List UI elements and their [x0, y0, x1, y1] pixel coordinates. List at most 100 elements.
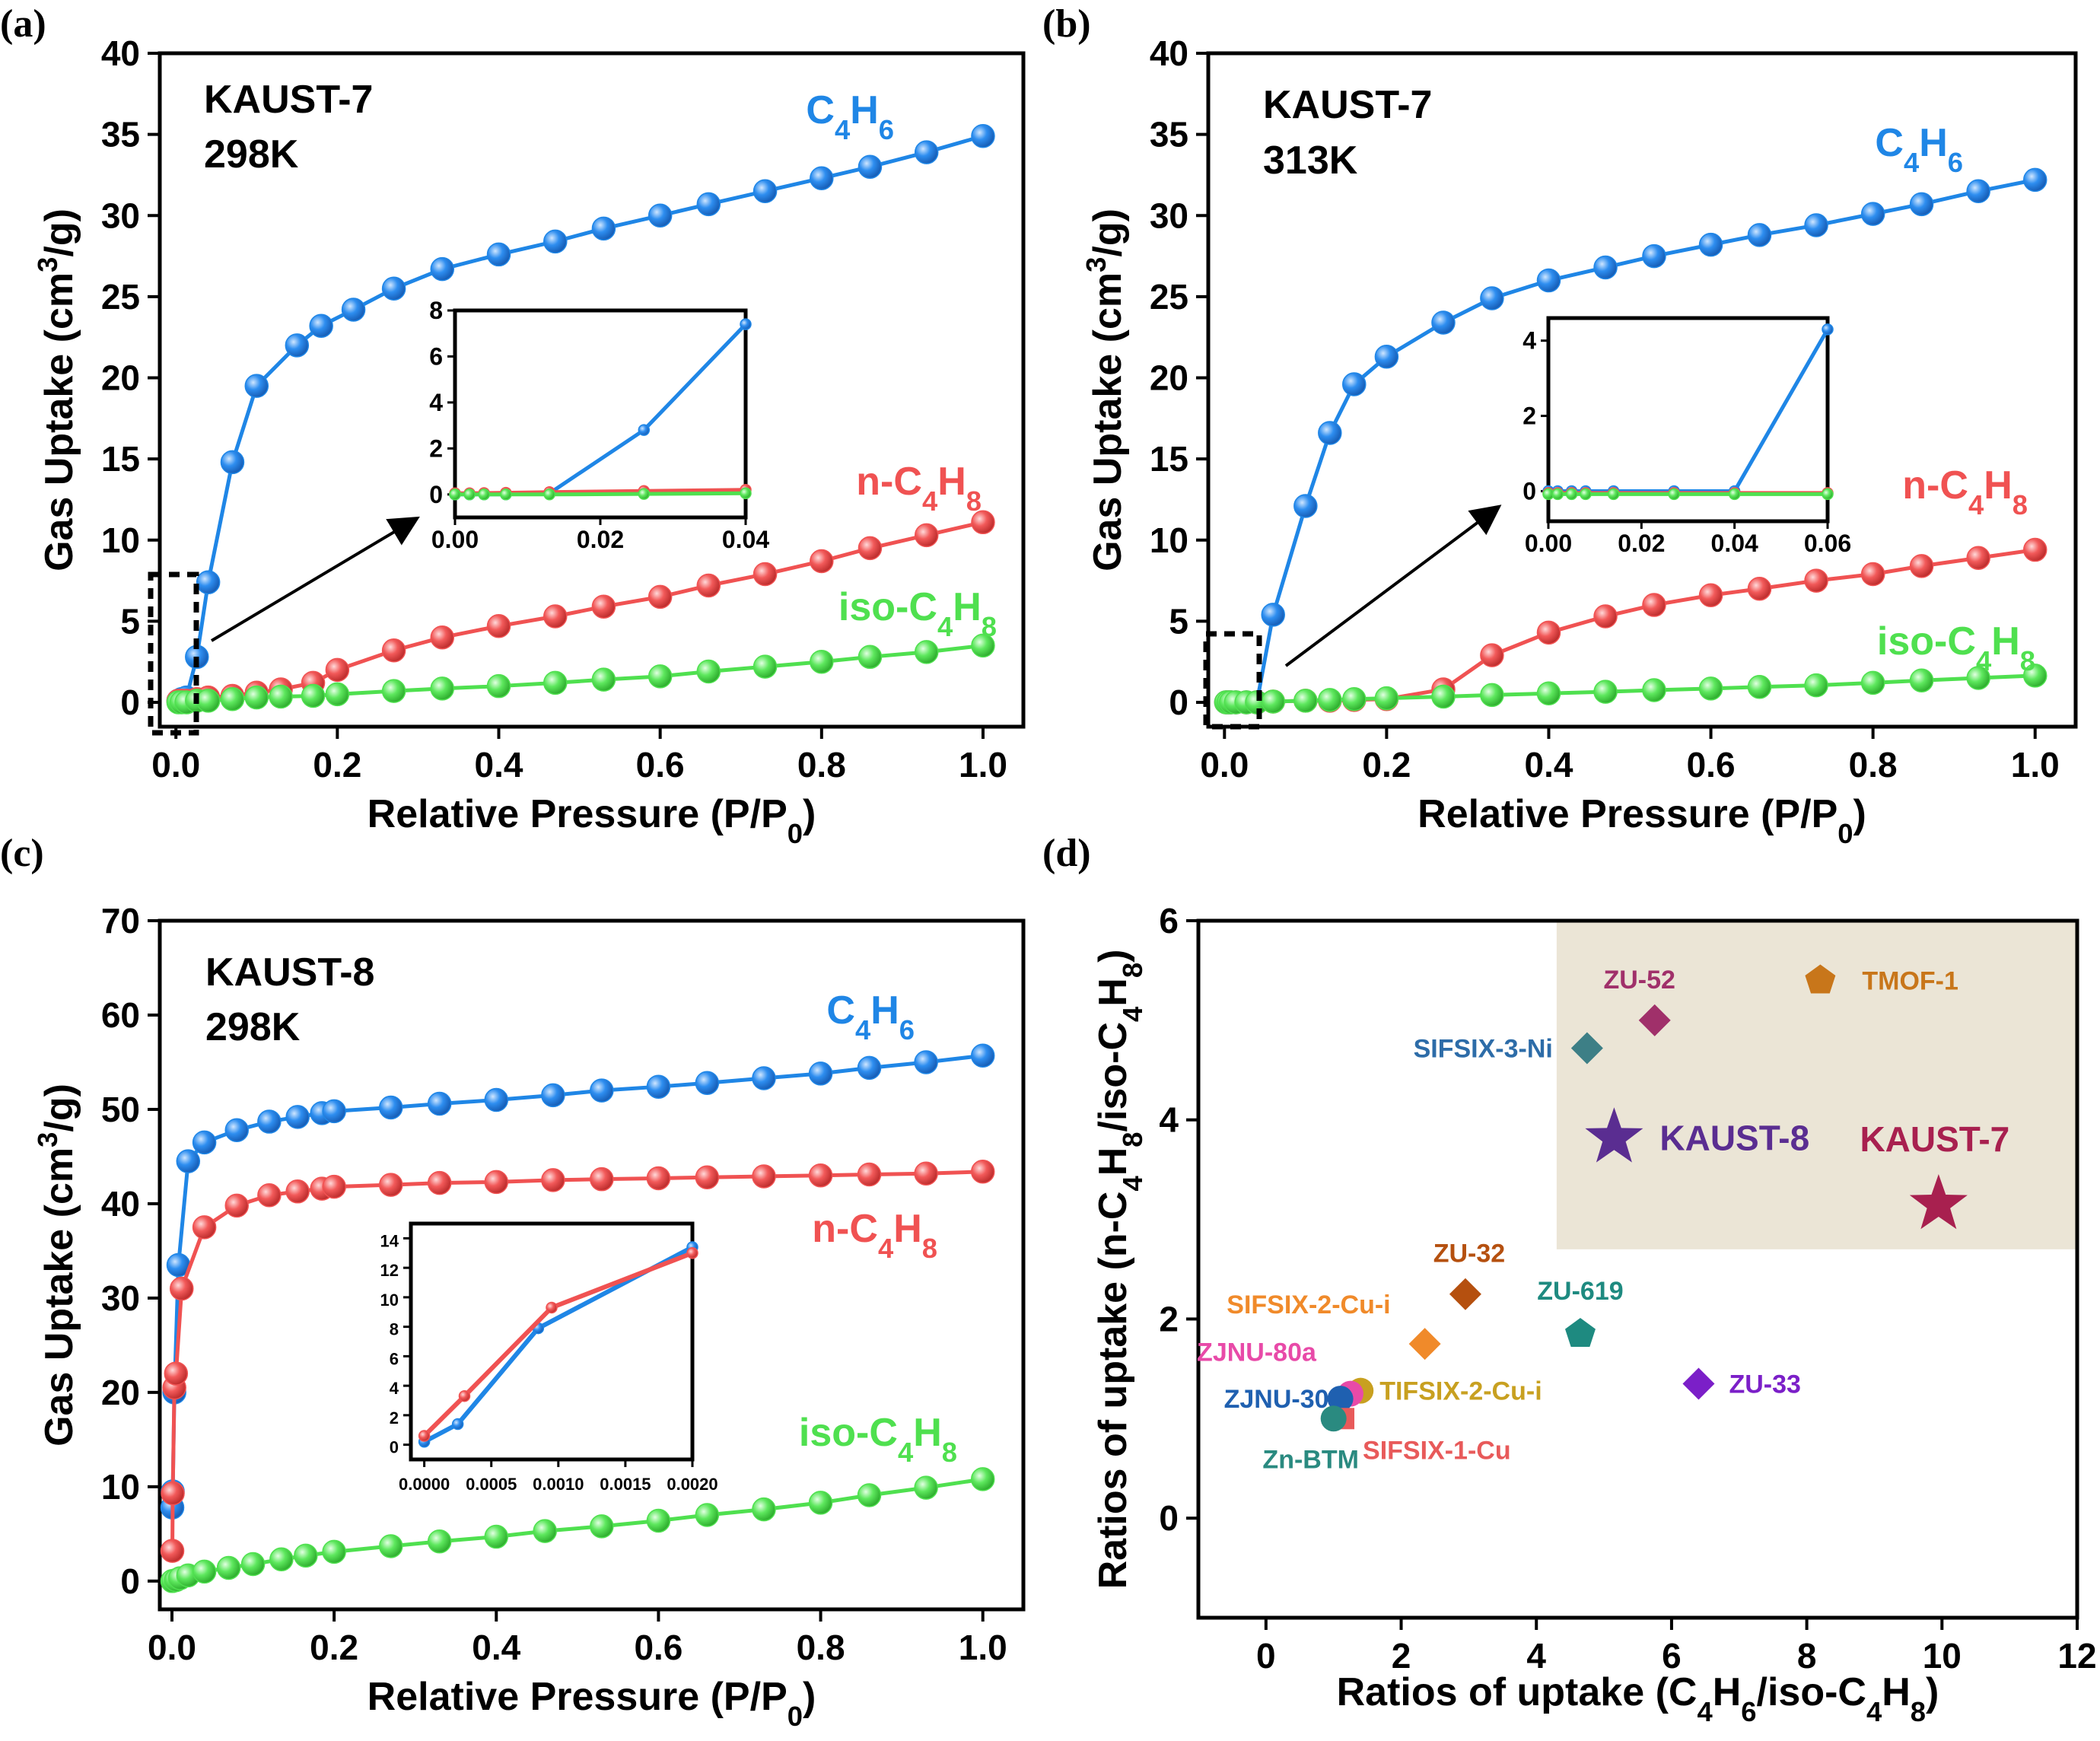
point-c4h6 — [192, 1130, 217, 1155]
y-axis-title: Gas Uptake (cm3/g) — [1080, 208, 1131, 571]
x-tick-label: 0.04 — [722, 526, 769, 553]
x-tick-label: 0.02 — [1618, 530, 1665, 557]
sample-label-b-1: KAUST-7 — [1263, 83, 1432, 127]
point-iso-c4h8 — [269, 1547, 294, 1572]
point-c4h6 — [484, 1087, 509, 1112]
point-c4h6 — [1909, 192, 1934, 217]
zoom-arrow — [210, 516, 420, 642]
y-tick-label: 0 — [120, 683, 140, 722]
point-c4h6 — [427, 1091, 452, 1116]
point-iso-c4h8 — [970, 1467, 995, 1491]
point-c4h6 — [220, 450, 245, 475]
series-label-c4h6: C4H6 — [1875, 121, 1963, 178]
y-tick-label: 12 — [380, 1261, 399, 1280]
point-c4h6 — [285, 333, 310, 358]
point-c4h6 — [971, 124, 995, 148]
point-n-c4h8 — [546, 1301, 558, 1314]
point-iso-c4h8 — [216, 1555, 241, 1580]
point-n-c4h8 — [810, 549, 834, 574]
marker-sifsix-3-ni — [1570, 1032, 1603, 1065]
x-axis-title: Relative Pressure (P/P0) — [1418, 792, 1866, 849]
x-axis-title: Relative Pressure (P/P0) — [368, 1675, 816, 1732]
point-n-c4h8 — [325, 657, 350, 683]
point-iso-c4h8 — [1480, 683, 1504, 708]
y-tick-label: 15 — [1150, 439, 1188, 479]
y-tick-label: 10 — [1150, 520, 1188, 560]
series-line-iso-c4h8 — [455, 491, 746, 497]
y-tick-label: 30 — [1150, 196, 1188, 235]
point-c4h6 — [808, 1061, 833, 1086]
point-iso-c4h8 — [1668, 488, 1680, 501]
label-kaust-7: KAUST-7 — [1860, 1119, 2009, 1159]
sample-label-c-2: 298K — [205, 1005, 301, 1049]
x-tick-label: 0.8 — [1849, 745, 1898, 785]
point-c4h6 — [752, 179, 778, 204]
y-tick-label: 14 — [380, 1231, 399, 1250]
y-tick-label: 8 — [429, 297, 443, 324]
point-n-c4h8 — [381, 638, 406, 663]
y-tick-label: 0 — [1159, 1498, 1179, 1538]
point-iso-c4h8 — [1747, 675, 1772, 699]
point-c4h6 — [970, 1043, 995, 1068]
x-tick-label: 0 — [1256, 1636, 1276, 1676]
y-tick-label: 2 — [390, 1408, 399, 1427]
zoom-arrow — [1284, 504, 1502, 667]
point-c4h6 — [1431, 310, 1456, 335]
point-n-c4h8 — [696, 573, 721, 598]
point-c4h6 — [1374, 345, 1399, 369]
point-iso-c4h8 — [1551, 488, 1564, 501]
marker-tmof-1 — [1805, 964, 1836, 994]
point-iso-c4h8 — [1431, 684, 1456, 709]
y-tick-label: 40 — [101, 33, 140, 73]
point-c4h6 — [914, 140, 939, 164]
label-zjnu-30: ZJNU-30 — [1224, 1385, 1329, 1414]
marker-zjnu-30 — [1327, 1386, 1354, 1412]
y-tick-label: 20 — [1150, 358, 1188, 398]
point-n-c4h8 — [1747, 576, 1772, 601]
point-iso-c4h8 — [543, 670, 568, 695]
y-tick-label: 25 — [101, 277, 140, 317]
marker-zu-619 — [1565, 1318, 1596, 1348]
x-tick-label: 0.6 — [636, 745, 685, 785]
point-iso-c4h8 — [914, 1475, 938, 1500]
x-tick-label: 0.04 — [1711, 530, 1758, 557]
point-c4h6 — [196, 570, 221, 594]
point-n-c4h8 — [484, 1170, 509, 1195]
x-tick-label: 0.4 — [472, 1628, 520, 1667]
y-tick-label: 0 — [1522, 477, 1536, 504]
y-tick-label: 6 — [1159, 901, 1179, 941]
point-iso-c4h8 — [294, 1543, 318, 1568]
y-tick-label: 10 — [101, 520, 140, 560]
x-tick-label: 1.0 — [959, 1628, 1007, 1667]
series-label-c4h6: C4H6 — [806, 88, 894, 145]
zoom-region-box — [148, 571, 199, 736]
marker-kaust-8 — [1585, 1107, 1643, 1163]
y-tick-label: 5 — [1169, 601, 1188, 641]
x-tick-label: 1.0 — [2011, 745, 2060, 785]
x-tick-label: 0.0 — [151, 745, 200, 785]
label-zu-33: ZU-33 — [1729, 1370, 1800, 1399]
point-n-c4h8 — [170, 1276, 194, 1301]
point-c4h6 — [1536, 268, 1561, 293]
y-tick-label: 50 — [101, 1090, 140, 1129]
y-tick-label: 20 — [101, 1373, 140, 1412]
point-n-c4h8 — [970, 1160, 995, 1184]
point-c4h6 — [341, 298, 366, 322]
point-c4h6 — [224, 1118, 249, 1142]
point-n-c4h8 — [1860, 562, 1885, 587]
point-iso-c4h8 — [740, 487, 752, 500]
point-c4h6 — [1261, 603, 1285, 627]
x-tick-label: 0.6 — [1687, 745, 1736, 785]
y-tick-label: 35 — [1150, 115, 1188, 154]
point-n-c4h8 — [427, 1170, 452, 1195]
point-iso-c4h8 — [1966, 666, 1990, 690]
point-iso-c4h8 — [808, 1491, 833, 1515]
x-tick-label: 0.02 — [577, 526, 624, 553]
point-c4h6 — [309, 314, 333, 339]
x-tick-label: 4 — [1526, 1636, 1546, 1676]
point-iso-c4h8 — [325, 682, 350, 707]
point-n-c4h8 — [458, 1389, 471, 1402]
x-tick-label: 0.6 — [634, 1628, 682, 1667]
series-label-iso-c4h8: iso-C4H8 — [838, 585, 997, 642]
